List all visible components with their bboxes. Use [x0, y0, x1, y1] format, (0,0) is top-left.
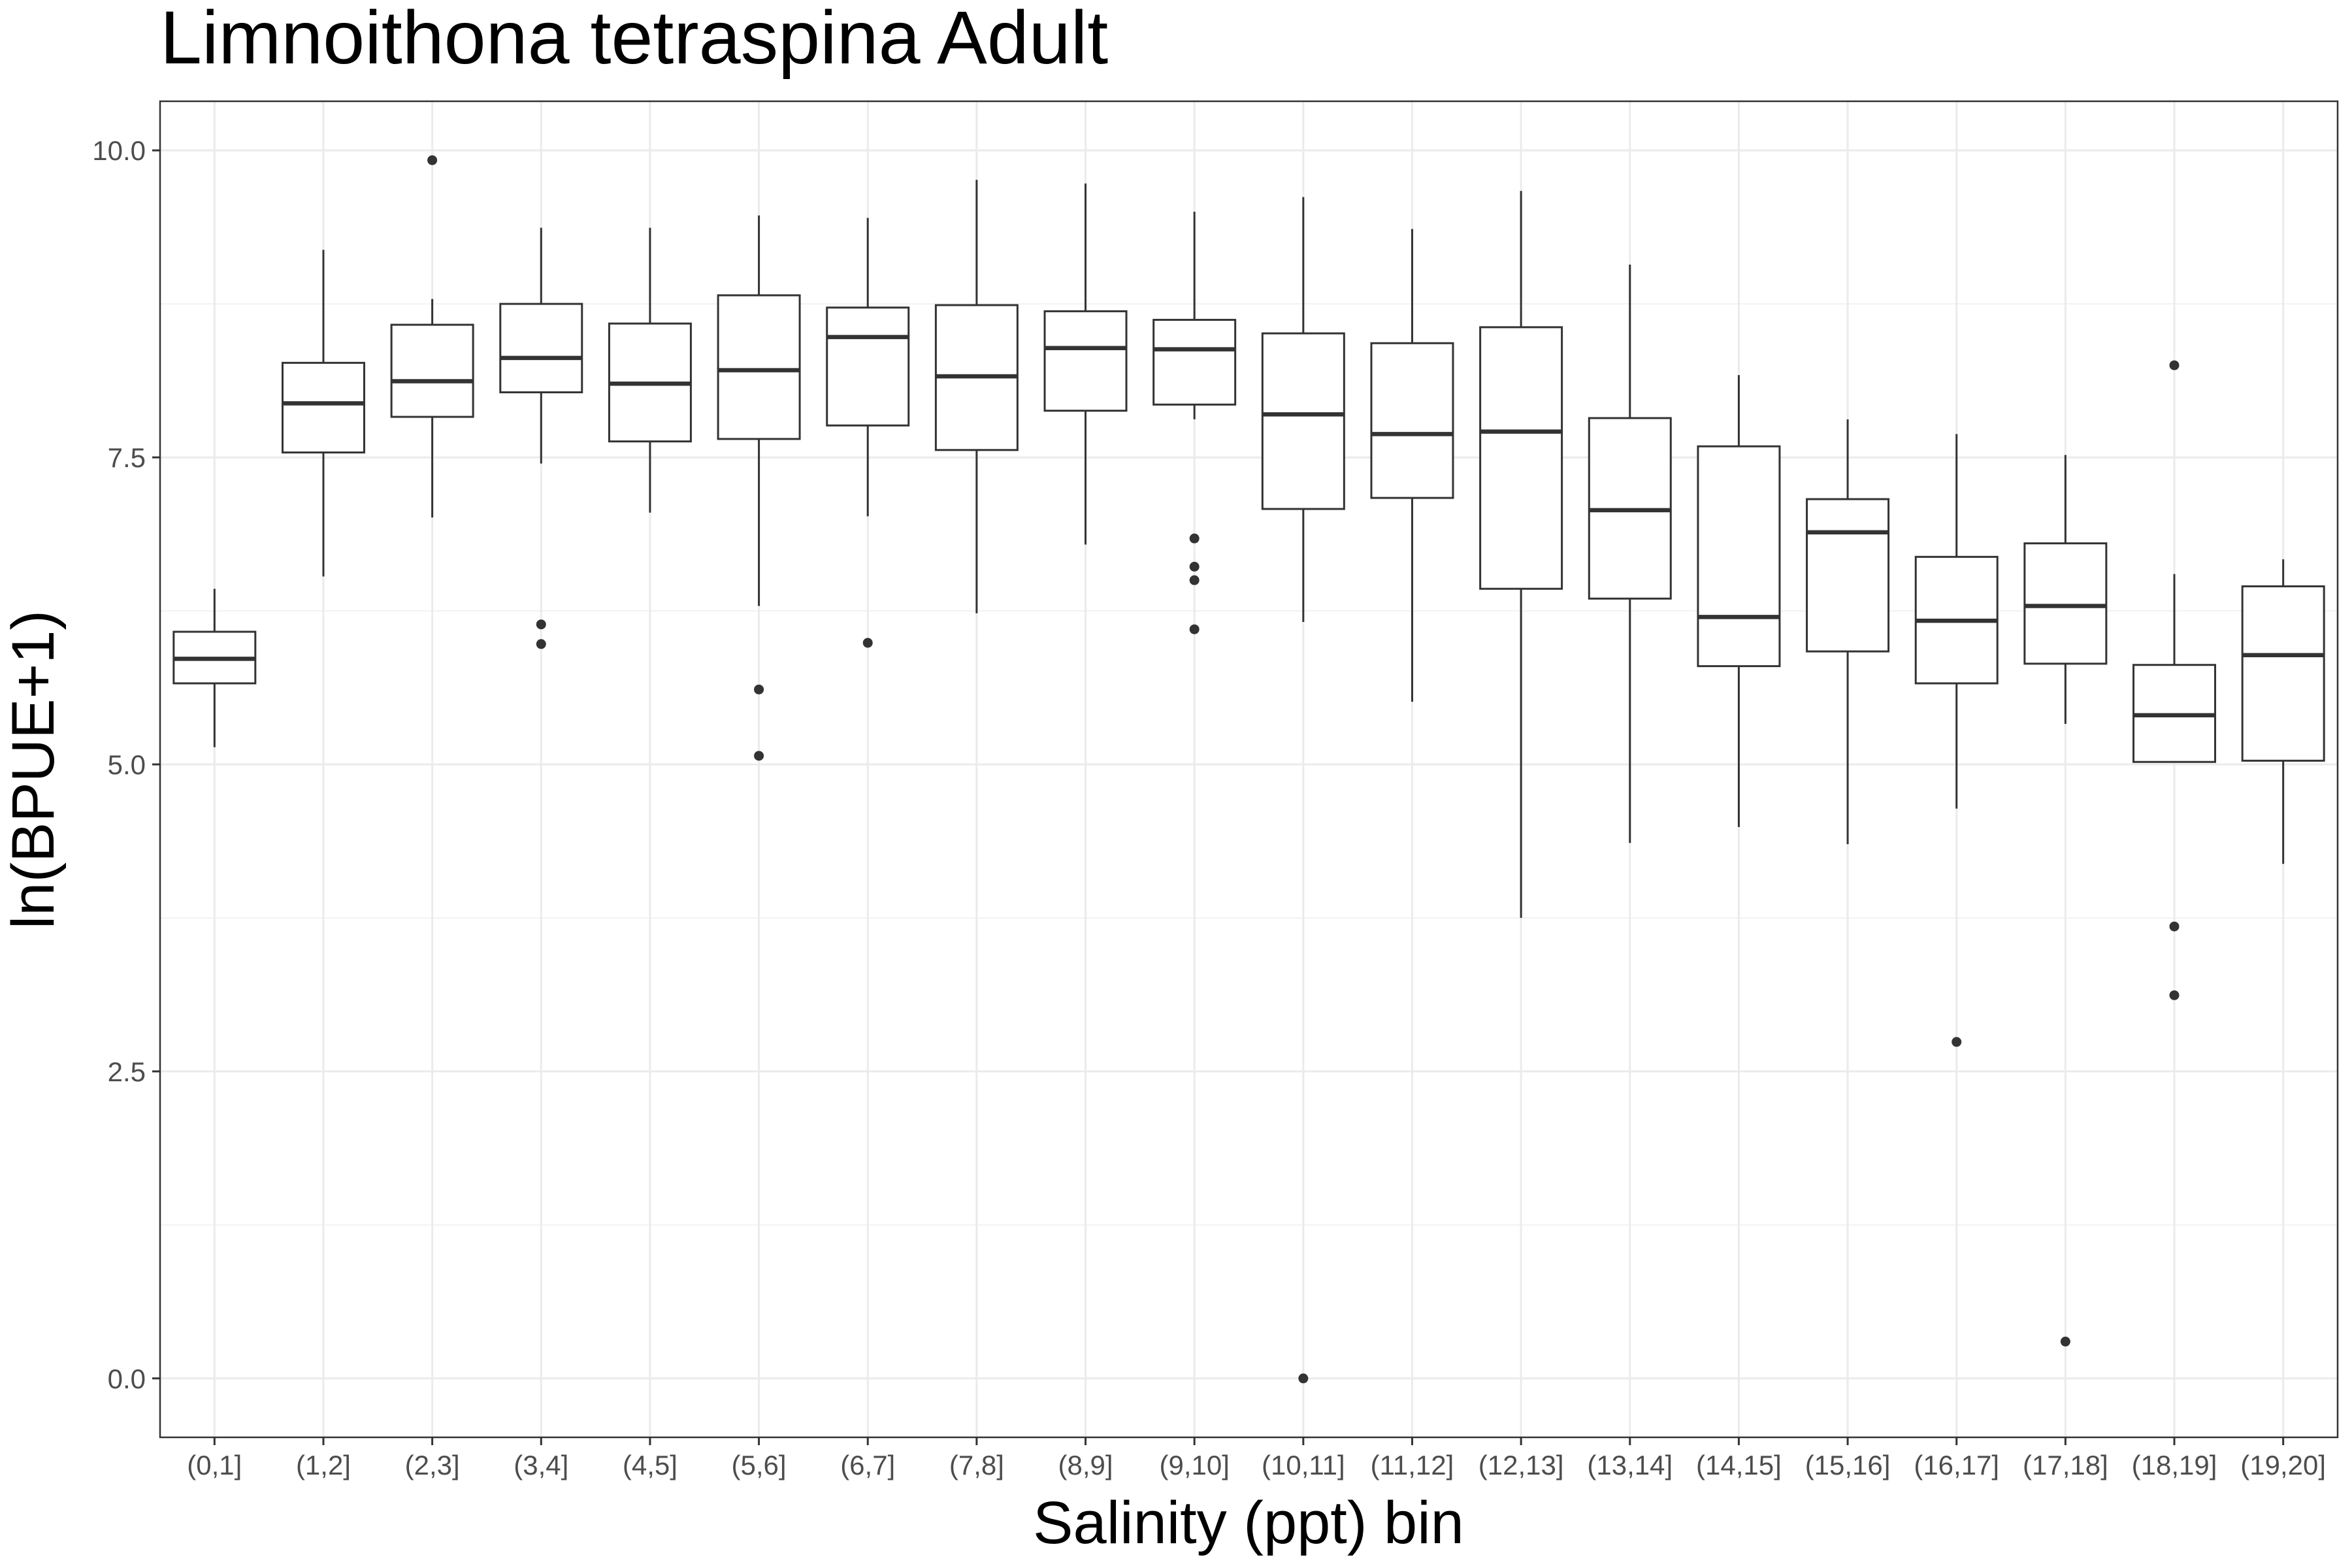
iqr-box — [1261, 332, 1345, 510]
y-tick-label: 7.5 — [108, 442, 146, 473]
boxes — [172, 155, 2325, 1384]
iqr-box — [2023, 542, 2108, 665]
box-group — [717, 215, 801, 761]
x-tick-label: (10,11] — [1262, 1450, 1345, 1480]
y-tick-label: 10.0 — [92, 135, 146, 166]
box-group — [390, 155, 474, 518]
outlier-point — [1189, 624, 1200, 634]
outlier-point — [536, 619, 546, 630]
x-tick-label: (9,10] — [1159, 1450, 1229, 1480]
x-tick-label: (11,12] — [1371, 1450, 1454, 1480]
box-group — [2023, 455, 2108, 1347]
outlier-point — [2169, 360, 2180, 370]
outlier-point — [2169, 990, 2180, 1000]
box-group — [1043, 183, 1128, 545]
y-tick-label: 5.0 — [108, 749, 146, 780]
box-group — [826, 218, 910, 648]
x-tick-label: (19,20] — [2240, 1450, 2326, 1480]
y-axis-title: ln(BPUE+1) — [0, 610, 67, 929]
x-tick-label: (5,6] — [732, 1450, 787, 1480]
box-group — [1914, 434, 1999, 1047]
panel-border — [159, 100, 2339, 1439]
box-group — [1261, 197, 1345, 1384]
box-group — [499, 227, 583, 649]
box-group — [1806, 419, 1890, 845]
x-tick-label: (2,3] — [405, 1450, 460, 1480]
x-tick-label: (13,14] — [1587, 1450, 1673, 1480]
box-group — [1588, 264, 1672, 843]
iqr-box — [1370, 342, 1454, 499]
x-tick-label: (0,1] — [187, 1450, 242, 1480]
outlier-point — [1189, 533, 1200, 544]
box-group — [172, 589, 257, 747]
box-group — [2241, 559, 2325, 864]
box-group — [934, 180, 1019, 613]
outlier-point — [427, 155, 438, 165]
iqr-box — [281, 361, 365, 454]
outlier-point — [2169, 921, 2180, 932]
x-tick-label: (7,8] — [949, 1450, 1004, 1480]
iqr-box — [1479, 326, 1563, 590]
x-tick-label: (17,18] — [2023, 1450, 2108, 1480]
iqr-box — [2241, 585, 2325, 762]
outlier-point — [536, 639, 546, 649]
outlier-point — [1189, 575, 1200, 585]
box-group — [608, 227, 692, 513]
iqr-box — [826, 306, 910, 427]
x-tick-label: (6,7] — [840, 1450, 895, 1480]
x-axis: (0,1] (1,2] (2,3] (3,4] (4,5] (5,6] (6,7] (7,8]… — [187, 1437, 2326, 1480]
x-tick-label: (15,16] — [1805, 1450, 1891, 1480]
iqr-box — [1043, 310, 1128, 412]
outlier-point — [754, 684, 764, 694]
outlier-point — [754, 751, 764, 761]
box-group — [281, 250, 365, 577]
x-tick-label: (12,13] — [1478, 1450, 1564, 1480]
outlier-point — [1298, 1373, 1309, 1384]
x-axis-title: Salinity (ppt) bin — [1033, 1490, 1464, 1556]
iqr-box — [717, 294, 801, 440]
iqr-box — [1697, 445, 1781, 668]
chart-title: Limnoithona tetraspina Adult — [160, 0, 1108, 80]
x-tick-label: (1,2] — [296, 1450, 351, 1480]
y-axis: 0.0 2.5 5.0 7.5 10.0 — [92, 135, 160, 1394]
y-tick-label: 0.0 — [108, 1364, 146, 1394]
x-tick-label: (14,15] — [1696, 1450, 1782, 1480]
x-tick-label: (8,9] — [1058, 1450, 1113, 1480]
x-tick-label: (18,19] — [2132, 1450, 2217, 1480]
box-group — [1370, 229, 1454, 702]
outlier-point — [862, 638, 873, 648]
x-tick-label: (16,17] — [1914, 1450, 1999, 1480]
x-tick-label: (4,5] — [623, 1450, 678, 1480]
iqr-box — [1806, 498, 1890, 653]
iqr-box — [1152, 319, 1237, 406]
box-group — [1152, 212, 1237, 634]
iqr-box — [499, 302, 583, 393]
box-group — [2132, 360, 2217, 1000]
outlier-point — [2060, 1336, 2070, 1347]
outlier-point — [1952, 1037, 1962, 1047]
iqr-box — [390, 323, 474, 418]
y-tick-label: 2.5 — [108, 1056, 146, 1087]
box-group — [1697, 375, 1781, 827]
outlier-point — [1189, 561, 1200, 572]
x-tick-label: (3,4] — [514, 1450, 568, 1480]
box-group — [1479, 191, 1563, 918]
